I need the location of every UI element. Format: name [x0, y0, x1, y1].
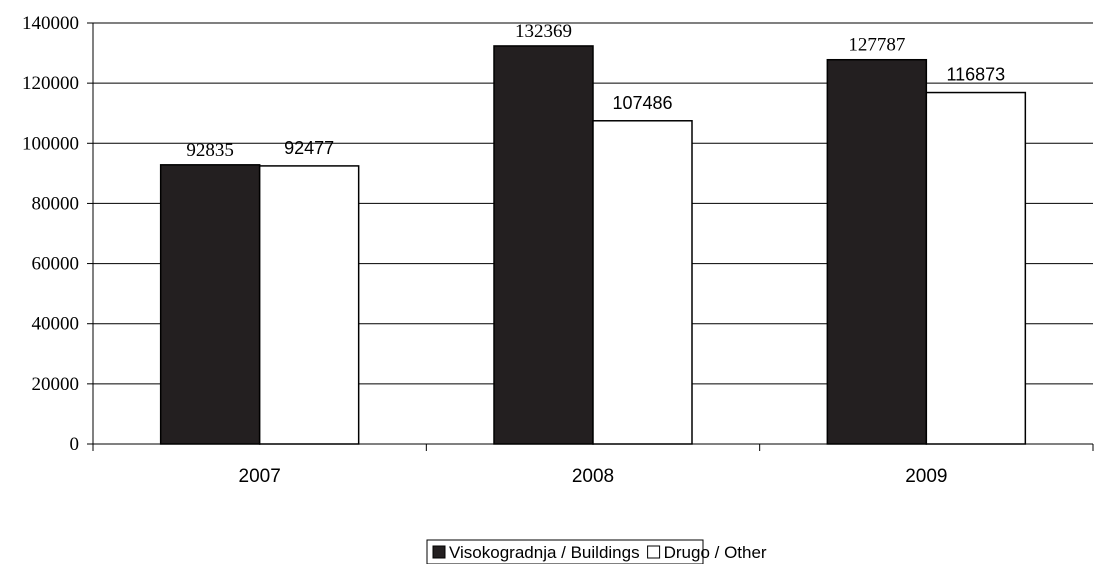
legend-entry: Drugo / Other: [664, 543, 767, 562]
data-label: 92835: [186, 140, 234, 161]
y-tick-label: 140000: [22, 13, 79, 34]
y-tick-label: 20000: [32, 374, 80, 395]
y-tick-label: 80000: [32, 193, 80, 214]
legend: Visokogradnja / Buildings Drugo / Other: [426, 539, 767, 564]
y-tick-label: 100000: [22, 133, 79, 154]
x-tick-label: 2009: [905, 466, 947, 487]
bar-other-2008: [592, 120, 693, 445]
x-tick-label: 2008: [572, 466, 614, 487]
legend-swatch: [647, 545, 661, 559]
bar-buildings-2007: [159, 164, 261, 445]
data-label: 92477: [284, 138, 334, 158]
bar-other-2007: [258, 165, 360, 445]
legend-swatch: [432, 545, 446, 559]
y-tick-label: 120000: [22, 73, 79, 94]
data-label: 127787: [848, 35, 905, 56]
data-label: 116873: [946, 65, 1005, 85]
data-label: 132369: [515, 21, 572, 42]
y-tick-label: 40000: [32, 314, 80, 335]
data-label: 107486: [612, 93, 672, 113]
bar-buildings-2009: [826, 58, 928, 445]
bar-other-2009: [925, 91, 1027, 445]
y-tick-label: 0: [70, 434, 80, 455]
x-tick-label: 2007: [239, 466, 281, 487]
data-labels: 92835 92477 132369 107486 127787 116873: [186, 21, 1005, 161]
bars: [159, 45, 1027, 445]
axes: 0 20000 40000 60000 80000 100000 120000 140000 2…: [22, 13, 1094, 487]
legend-entry: Visokogradnja / Buildings: [449, 543, 640, 562]
y-tick-label: 60000: [32, 254, 80, 275]
bar-buildings-2008: [493, 45, 594, 445]
